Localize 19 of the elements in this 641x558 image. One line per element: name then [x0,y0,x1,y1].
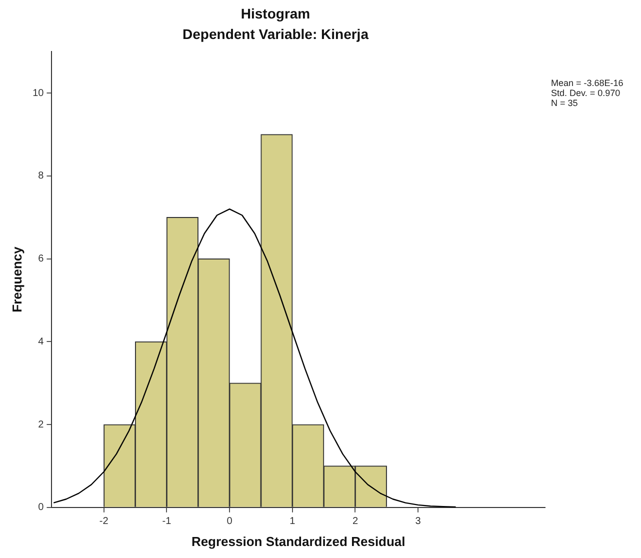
x-tick-label: 2 [352,516,358,528]
y-tick-label: 0 [38,502,44,514]
x-axis-title: Regression Standardized Residual [191,534,406,549]
x-tick-label: 3 [415,516,422,528]
x-tick-label: 1 [290,516,296,528]
x-tick-label: -2 [99,516,109,528]
text: Mean = -3.68E-16 [551,78,624,88]
y-tick-label: 4 [38,336,44,348]
y-tick-label: 2 [38,419,44,430]
y-tick-label: 10 [32,88,44,99]
y-tick-label: 6 [38,254,44,265]
chart-subtitle: Dependent Variable: Kinerja [182,26,369,42]
chart-title: Histogram [240,5,310,22]
y-axis-title: Frequency [9,246,24,312]
x-tick-label: 0 [226,516,233,528]
text: N = 35 [551,98,579,108]
text: Std. Dev. = 0.970 [551,88,622,98]
x-tick-label: -1 [162,516,172,528]
y-tick-label: 8 [38,170,44,182]
